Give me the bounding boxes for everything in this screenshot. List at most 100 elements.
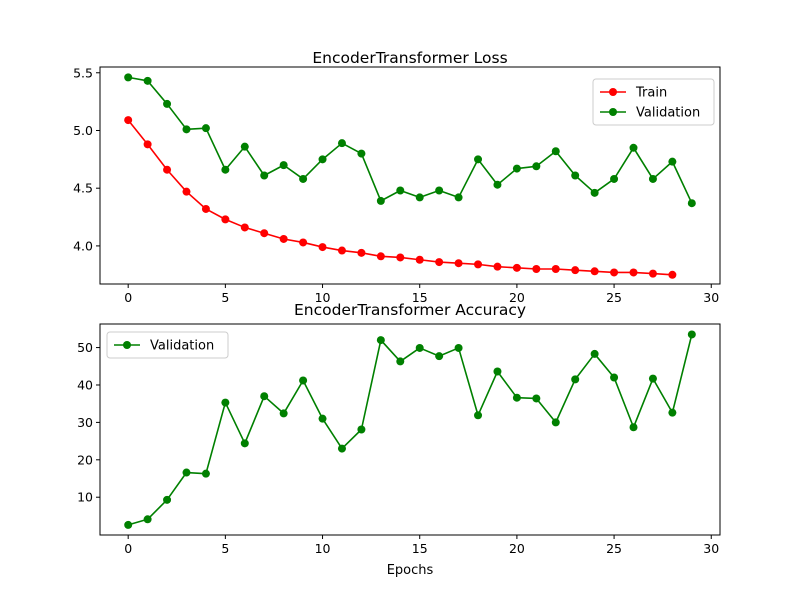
loss-chart-train-point (435, 258, 444, 267)
loss-chart-marks (124, 73, 696, 279)
accuracy-chart-validation-point (512, 393, 521, 402)
loss-chart-train-point (474, 260, 483, 269)
loss-chart-train-point (221, 215, 230, 224)
accuracy-chart-validation-point (279, 409, 288, 418)
accuracy-chart-xtick-label: 15 (412, 541, 428, 556)
loss-chart-xtick-label: 0 (124, 290, 132, 305)
loss-chart-train-point (668, 270, 677, 279)
loss-chart-train-point (376, 252, 385, 261)
loss-chart-validation-point (454, 193, 463, 202)
accuracy-chart-ytick-label: 10 (77, 490, 93, 505)
loss-chart-legend-validation-label: Validation (636, 106, 700, 121)
accuracy-chart-marks (124, 330, 696, 529)
loss-chart-train-point (299, 238, 308, 247)
loss-chart-train-point (532, 264, 541, 273)
loss-chart-legend: Train Validation (592, 78, 715, 126)
accuracy-chart-validation-point (454, 343, 463, 352)
loss-chart-validation-point (415, 193, 424, 202)
loss-chart-validation-point (337, 139, 346, 148)
loss-chart-validation-point (201, 124, 210, 133)
accuracy-chart-validation-point (260, 392, 269, 401)
loss-chart-train-point (648, 269, 657, 278)
loss-chart-xtick-label: 30 (703, 290, 719, 305)
loss-chart-validation-point (221, 165, 230, 174)
loss-chart-axes-frame (99, 66, 721, 285)
loss-chart-train-point (279, 234, 288, 243)
loss-chart-validation-point (299, 174, 308, 183)
accuracy-chart-validation-point (648, 374, 657, 383)
loss-chart-train-point (240, 223, 249, 232)
accuracy-chart-legend: Validation (106, 331, 229, 359)
accuracy-chart-ticks: 0 5 10 15 20 25 30 10 20 30 40 50 (77, 340, 719, 556)
accuracy-chart-validation-point (143, 515, 152, 524)
loss-chart-train-point (182, 187, 191, 196)
loss-chart-train-point (512, 263, 521, 272)
loss-chart-validation-point (396, 186, 405, 195)
accuracy-chart-ytick-label: 30 (77, 415, 93, 430)
accuracy-chart-validation-point (532, 394, 541, 403)
loss-chart-validation-point (318, 155, 327, 164)
loss-chart-panel: EncoderTransformer Loss 0 5 10 15 20 25 30 4.0 4… (73, 49, 721, 305)
loss-chart-xtick-label: 5 (221, 290, 229, 305)
loss-chart-train-point (260, 229, 269, 238)
loss-chart-xtick-label: 10 (315, 290, 331, 305)
loss-chart-validation-point (474, 155, 483, 164)
loss-chart-xtick-label: 20 (509, 290, 525, 305)
loss-chart-train-point (551, 264, 560, 273)
loss-chart-validation-point (163, 99, 172, 108)
loss-chart-ytick-label: 4.5 (73, 181, 93, 196)
loss-chart-validation-point (493, 180, 502, 189)
accuracy-chart-validation-point (493, 367, 502, 376)
loss-chart-validation-point (590, 188, 599, 197)
accuracy-chart-validation-point (299, 376, 308, 385)
accuracy-chart-validation-point (182, 468, 191, 477)
loss-chart-validation-point (648, 174, 657, 183)
accuracy-chart-validation-point (551, 418, 560, 427)
loss-chart-ytick-label: 4.0 (73, 238, 93, 253)
accuracy-chart-xlabel: Epochs (387, 563, 434, 578)
accuracy-chart-validation-point (163, 495, 172, 504)
loss-chart-validation-point (551, 147, 560, 156)
accuracy-chart-xtick-label: 5 (221, 541, 229, 556)
accuracy-chart-validation-point (124, 520, 133, 529)
accuracy-chart-xtick-label: 10 (315, 541, 331, 556)
accuracy-chart-validation-point (396, 357, 405, 366)
loss-chart-train-point (318, 243, 327, 252)
loss-chart-validation-point (260, 171, 269, 180)
accuracy-chart-validation-point (357, 425, 366, 434)
loss-chart-train-point (454, 259, 463, 268)
loss-chart-validation-point (376, 196, 385, 205)
accuracy-chart-validation-point (590, 349, 599, 358)
loss-chart-validation-point (124, 73, 133, 82)
loss-chart-train-point (415, 255, 424, 264)
loss-chart-train-point (590, 267, 599, 276)
loss-chart-legend-box (592, 78, 715, 126)
loss-chart-legend-train-marker (609, 88, 617, 96)
accuracy-chart-validation-point (435, 352, 444, 361)
loss-chart-validation-point (629, 143, 638, 152)
loss-chart-validation-point (357, 149, 366, 158)
loss-chart-xtick-label: 25 (606, 290, 622, 305)
accuracy-chart-validation-line (127, 334, 693, 526)
accuracy-chart-validation-point (629, 423, 638, 432)
accuracy-chart-ytick-label: 40 (77, 377, 93, 392)
accuracy-chart-axes-frame (99, 323, 721, 536)
accuracy-chart-validation-point (687, 330, 696, 339)
accuracy-chart-xtick-label: 25 (606, 541, 622, 556)
loss-chart-validation-point (532, 162, 541, 171)
accuracy-chart-validation-point (415, 343, 424, 352)
accuracy-chart-validation-point (610, 373, 619, 382)
loss-chart-xtick-label: 15 (412, 290, 428, 305)
loss-chart-ticks: 0 5 10 15 20 25 30 4.0 4.5 5.0 5.5 (73, 65, 719, 305)
accuracy-chart-validation-point (221, 398, 230, 407)
accuracy-chart-validation-point (240, 439, 249, 448)
accuracy-chart-ytick-label: 50 (77, 340, 93, 355)
accuracy-chart-validation-point (571, 375, 580, 384)
loss-chart-train-point (610, 268, 619, 277)
loss-chart-validation-point (610, 174, 619, 183)
loss-chart-validation-point (182, 125, 191, 134)
loss-chart-legend-train-label: Train (635, 86, 667, 101)
loss-chart-train-point (629, 268, 638, 277)
